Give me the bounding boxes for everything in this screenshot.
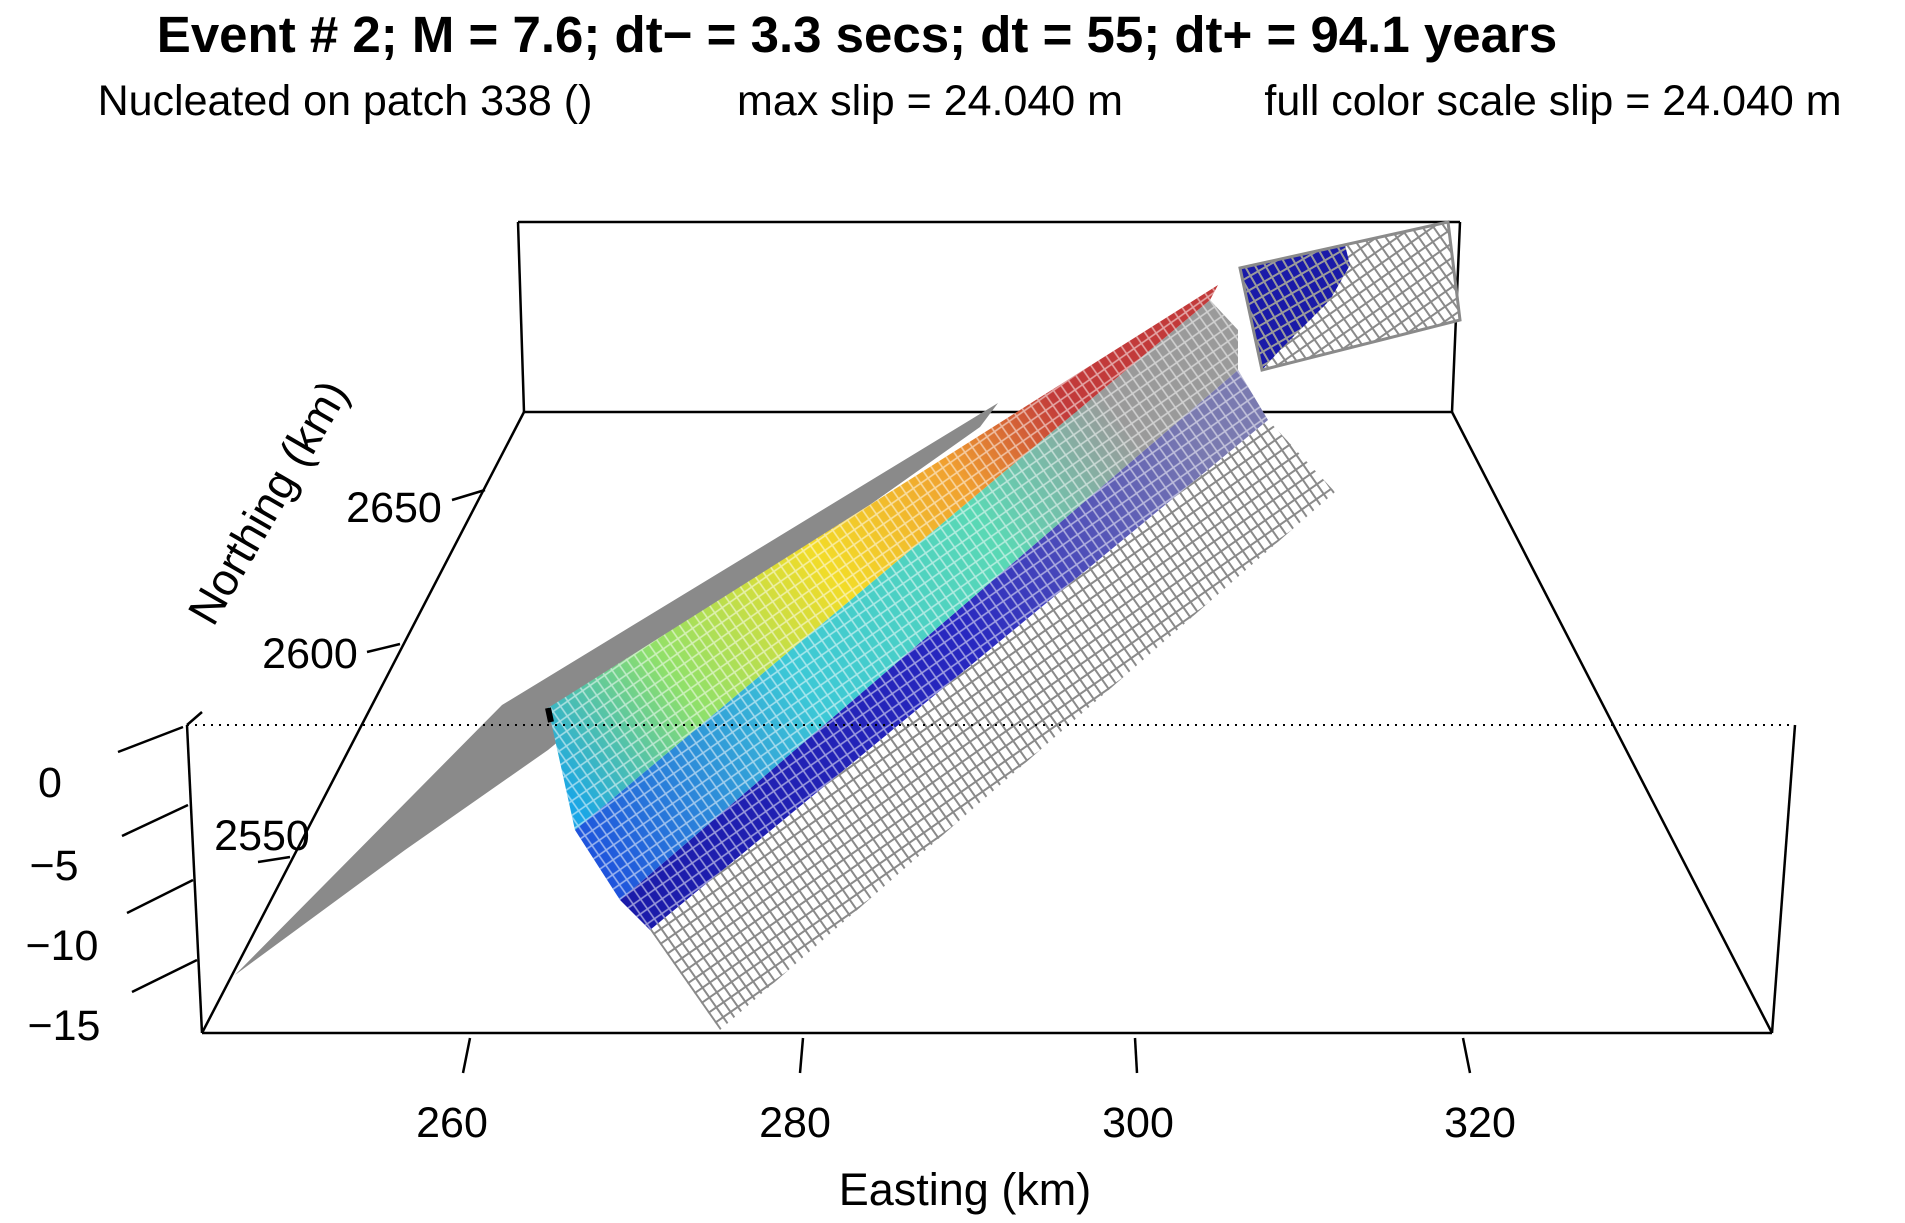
northing-tick-label: 2650 xyxy=(346,484,442,532)
slip-band-main-grid xyxy=(548,285,1218,830)
slip-band-low-grid xyxy=(575,300,1238,900)
northing-tick-label: 2550 xyxy=(214,812,310,860)
perspective-box-back xyxy=(200,220,1774,1034)
easting-tick-label: 260 xyxy=(416,1099,488,1147)
easting-tick-label: 300 xyxy=(1102,1099,1174,1147)
slip-band-deep-grid xyxy=(620,370,1268,930)
depth-tick-label: −15 xyxy=(28,1002,101,1050)
subtitle-color-scale: full color scale slip = 24.040 m xyxy=(1264,77,1841,125)
depth-ticks xyxy=(117,725,198,994)
secondary-fault-outline xyxy=(1238,220,1462,372)
northing-ticks xyxy=(257,488,486,864)
subtitle-max-slip: max slip = 24.040 m xyxy=(737,77,1123,125)
easting-tick-label: 280 xyxy=(759,1099,831,1147)
easting-ticks xyxy=(461,1037,1472,1074)
perspective-box-front xyxy=(185,711,1797,1035)
easting-axis-label: Easting (km) xyxy=(839,1164,1092,1215)
secondary-fault-slip xyxy=(1240,245,1350,370)
northing-tick-label: 2600 xyxy=(262,630,358,678)
unslipped-fault-mesh xyxy=(650,420,1335,1030)
depth-tick-label: −5 xyxy=(29,842,78,890)
depth-tick-label: −10 xyxy=(26,922,99,970)
nucleation-patch-marker xyxy=(545,707,554,723)
easting-tick-label: 320 xyxy=(1444,1099,1516,1147)
plot-title: Event # 2; M = 7.6; dt− = 3.3 secs; dt =… xyxy=(157,6,1557,63)
northing-axis-label: Northing (km) xyxy=(178,371,358,633)
subtitle-nucleation: Nucleated on patch 338 () xyxy=(98,77,593,125)
depth-tick-label: 0 xyxy=(38,759,62,807)
